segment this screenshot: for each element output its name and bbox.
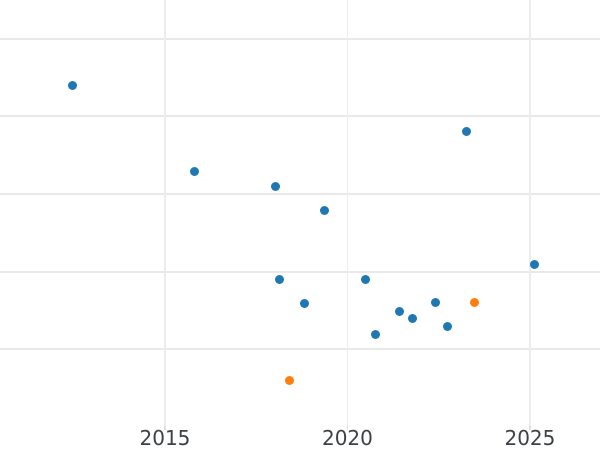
- data-point-series-1: [394, 307, 404, 317]
- x-tick-label: 2020: [321, 426, 373, 450]
- data-point-series-1: [319, 205, 329, 215]
- h-gridline: [0, 192, 600, 195]
- data-point-series-1: [271, 181, 281, 191]
- x-tick-label: 2015: [139, 426, 191, 450]
- data-point-series-1: [299, 298, 309, 308]
- h-gridline: [0, 37, 600, 40]
- data-point-series-1: [442, 322, 452, 332]
- data-point-series-1: [461, 127, 471, 137]
- x-tick: [346, 426, 349, 430]
- data-point-series-1: [274, 274, 284, 284]
- data-point-series-2: [285, 376, 295, 386]
- h-gridline: [0, 348, 600, 351]
- v-gridline: [529, 0, 531, 426]
- data-point-series-1: [407, 314, 417, 324]
- data-point-series-1: [189, 166, 199, 176]
- data-point-series-1: [529, 260, 539, 270]
- x-tick: [529, 426, 531, 430]
- h-gridline: [0, 115, 600, 118]
- data-point-series-1: [360, 274, 370, 284]
- x-tick: [164, 426, 166, 430]
- data-point-series-1: [430, 298, 440, 308]
- v-gridline: [346, 0, 349, 426]
- data-point-series-2: [470, 298, 480, 308]
- v-gridline: [164, 0, 166, 426]
- h-gridline: [0, 270, 600, 273]
- data-point-series-1: [68, 80, 78, 90]
- data-point-series-1: [371, 329, 381, 339]
- x-tick-label: 2025: [504, 426, 556, 450]
